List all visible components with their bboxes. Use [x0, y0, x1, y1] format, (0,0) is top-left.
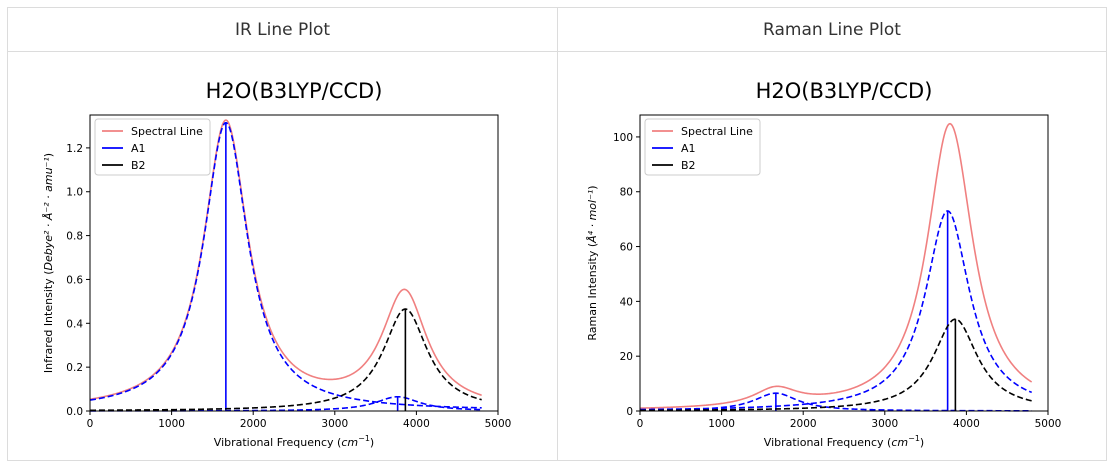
x-axis-label-text: Vibrational Frequency — [764, 436, 884, 449]
y-axis-label: Raman Intensity (Å⁴ · mol⁻¹) — [586, 185, 599, 340]
x-axis-label: Vibrational Frequency (cm−1) — [764, 434, 924, 449]
y-axis-label-close: ) — [586, 185, 599, 189]
x-tick-label: 0 — [87, 418, 94, 430]
legend: Spectral Line A1 B2 — [94, 118, 211, 176]
x-tick-label: 3000 — [321, 418, 348, 430]
x-axis-label: Vibrational Frequency (cm−1) — [214, 434, 374, 449]
legend-box — [94, 118, 211, 176]
y-tick-label: 100 — [613, 132, 633, 144]
ir-panel: IR Line Plot H2O(B3LYP/CCD) 0 1000 2000 3000… — [8, 8, 557, 460]
x-tick-label: 3000 — [871, 418, 898, 430]
x-axis-label-open: ( — [884, 436, 892, 449]
y-tick-label: 0.2 — [66, 362, 83, 374]
y-axis-label-text: Raman Intensity ( — [586, 243, 599, 341]
x-axis-unit-exponent: −1 — [908, 434, 920, 443]
y-tick-label: 0.8 — [66, 231, 83, 243]
x-tick-label: 2000 — [790, 418, 817, 430]
x-tick-label: 1000 — [708, 418, 735, 430]
x-axis-label-close: ) — [370, 436, 374, 449]
y-tick-label: 0 — [626, 406, 633, 418]
y-tick-label: 20 — [620, 351, 633, 363]
legend-label-spectral-line: Spectral Line — [131, 125, 203, 138]
y-axis-unit: Å⁴ · mol⁻¹ — [586, 190, 599, 244]
x-tick-label: 0 — [637, 418, 644, 430]
y-tick-label: 60 — [620, 242, 633, 254]
legend: Spectral Line A1 B2 — [644, 118, 761, 176]
plot-table: IR Line Plot H2O(B3LYP/CCD) 0 1000 2000 3000… — [7, 7, 1107, 461]
x-axis-label-open: ( — [334, 436, 342, 449]
plot-frame — [89, 114, 499, 412]
series-line-b2 — [90, 308, 482, 412]
y-tick-label: 0.0 — [66, 406, 83, 418]
x-axis-unit-exponent: −1 — [358, 434, 370, 443]
series-lines — [89, 119, 482, 412]
plot-frame — [639, 114, 1049, 412]
x-tick-label: 4000 — [953, 418, 980, 430]
y-axis-label: Infrared Intensity (Debye² · Å⁻² · amu⁻¹… — [42, 153, 55, 373]
raman-panel-header: Raman Line Plot — [558, 8, 1106, 52]
chart-title: H2O(B3LYP/CCD) — [756, 79, 933, 103]
raman-panel: Raman Line Plot H2O(B3LYP/CCD) 0 1000 2000 3… — [557, 8, 1106, 460]
chart-title: H2O(B3LYP/CCD) — [206, 79, 383, 103]
series-line-b2 — [639, 318, 1032, 412]
y-tick-label: 0.6 — [66, 274, 83, 286]
series-lines — [639, 122, 1033, 412]
ir-panel-header: IR Line Plot — [8, 8, 557, 52]
x-axis-unit: cm — [341, 436, 358, 449]
x-tick-label: 5000 — [485, 418, 512, 430]
legend-label-a1: A1 — [131, 142, 146, 155]
x-tick-label: 1000 — [158, 418, 185, 430]
x-axis-label-text: Vibrational Frequency — [214, 436, 334, 449]
y-tick-label: 40 — [620, 296, 633, 308]
series-line-spectral-line — [639, 122, 1033, 409]
raman-line-chart: H2O(B3LYP/CCD) 0 1000 2000 3000 4000 5000 0 20 40… — [586, 79, 1062, 449]
y-axis-unit: Debye² · Å⁻² · amu⁻¹ — [42, 157, 55, 270]
series-line-spectral-line — [89, 119, 482, 401]
legend-label-a1: A1 — [681, 142, 696, 155]
x-axis-label-close: ) — [920, 436, 924, 449]
y-tick-label: 80 — [620, 187, 633, 199]
x-tick-label: 2000 — [240, 418, 267, 430]
x-tick-label: 5000 — [1035, 418, 1062, 430]
series-line-a1-1 — [89, 121, 482, 409]
legend-label-spectral-line: Spectral Line — [681, 125, 753, 138]
y-axis-label-close: ) — [42, 153, 55, 157]
x-axis-unit: cm — [891, 436, 908, 449]
y-axis-label-text: Infrared Intensity ( — [42, 271, 55, 374]
series-line-a1-2 — [639, 210, 1032, 411]
y-tick-label: 0.4 — [66, 318, 83, 330]
x-tick-label: 4000 — [403, 418, 430, 430]
ir-line-chart: H2O(B3LYP/CCD) 0 1000 2000 3000 4000 5000 0.0 0.… — [42, 79, 512, 449]
legend-label-b2: B2 — [131, 159, 146, 172]
y-tick-label: 1.0 — [66, 187, 83, 199]
y-tick-label: 1.2 — [66, 143, 83, 155]
series-line-a1-2 — [90, 395, 482, 412]
legend-box — [644, 118, 761, 176]
legend-label-b2: B2 — [681, 159, 696, 172]
